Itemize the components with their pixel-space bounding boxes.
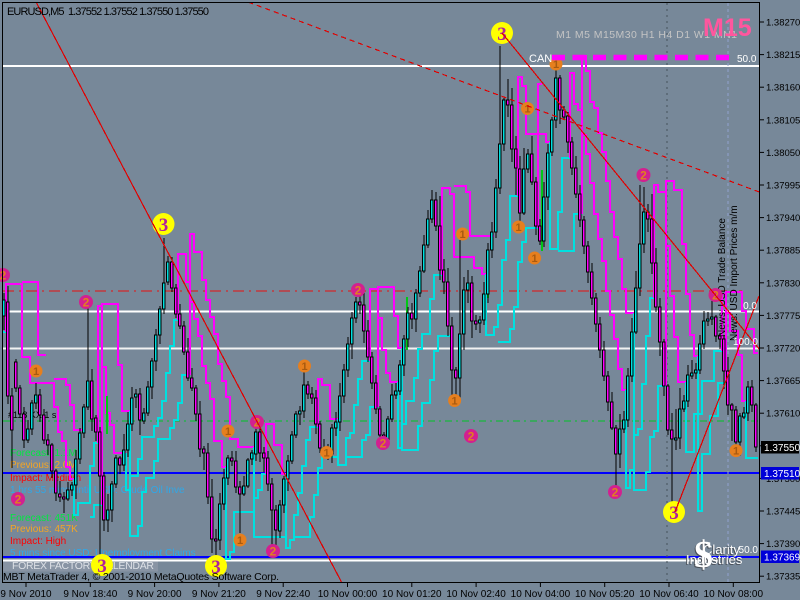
svg-text:10 Nov 06:40: 10 Nov 06:40: [639, 589, 699, 600]
svg-text:2: 2: [468, 429, 475, 443]
svg-text:10 Nov 08:00: 10 Nov 08:00: [704, 589, 764, 600]
svg-text:Forecast: 451K: Forecast: 451K: [10, 513, 78, 524]
svg-text:1.38215: 1.38215: [766, 50, 800, 61]
svg-text:1: 1: [532, 253, 538, 265]
svg-text:1.38160: 1.38160: [766, 83, 800, 94]
svg-text:2: 2: [380, 436, 387, 450]
svg-text:3: 3: [211, 557, 221, 578]
svg-text:1: 1: [553, 59, 559, 71]
svg-text:1.37510: 1.37510: [764, 469, 800, 480]
svg-text:Previous: 457K: Previous: 457K: [10, 524, 78, 535]
svg-text:1: 1: [301, 361, 307, 373]
svg-text:1: 1: [324, 447, 330, 459]
svg-text:1.37885: 1.37885: [766, 246, 800, 257]
svg-text:2: 2: [83, 295, 90, 309]
svg-text:1.37550: 1.37550: [764, 443, 800, 454]
svg-text:1.38105: 1.38105: [766, 115, 800, 126]
svg-text:9 Nov 2010: 9 Nov 2010: [0, 589, 52, 600]
svg-text:0.0: 0.0: [743, 301, 757, 312]
svg-text:100.0: 100.0: [733, 337, 758, 348]
svg-text:1.38270: 1.38270: [766, 18, 800, 29]
svg-text:2: 2: [355, 283, 362, 297]
svg-text:Previous: 2.0M: Previous: 2.0M: [10, 460, 77, 471]
svg-text:1.37445: 1.37445: [766, 507, 800, 518]
svg-text:Impact: High: Impact: High: [10, 536, 66, 547]
svg-text:Clarity: Clarity: [702, 543, 739, 558]
svg-text:1.37995: 1.37995: [766, 181, 800, 192]
svg-text:1: 1: [237, 535, 243, 547]
svg-text:2: 2: [270, 544, 277, 558]
svg-text:2: 2: [0, 268, 7, 282]
svg-text:1: 1: [524, 103, 530, 115]
svg-text:9 Nov 22:40: 9 Nov 22:40: [256, 589, 310, 600]
svg-text:1: 1: [733, 446, 739, 458]
svg-text:1.37940: 1.37940: [766, 213, 800, 224]
svg-text:1.37390: 1.37390: [766, 539, 800, 550]
svg-text:$: $: [694, 534, 713, 576]
svg-text:Industries: Industries: [685, 553, 742, 568]
svg-text:10 Nov 02:40: 10 Nov 02:40: [446, 589, 506, 600]
svg-text:1.37720: 1.37720: [766, 344, 800, 355]
svg-text:1.37775: 1.37775: [766, 311, 800, 322]
svg-text:1: 1: [516, 222, 522, 234]
svg-text:News: USD Trade Balance: News: USD Trade Balance: [717, 218, 728, 337]
svg-text:Impact: Medium: Impact: Medium: [10, 473, 81, 484]
svg-text:2: 2: [640, 168, 647, 182]
svg-text:10 Nov 04:00: 10 Nov 04:00: [511, 589, 571, 600]
svg-text:50.0: 50.0: [739, 545, 759, 556]
svg-text:9 Nov 20:00: 9 Nov 20:00: [128, 589, 182, 600]
svg-text:1: 1: [452, 395, 458, 407]
svg-text:1.37830: 1.37830: [766, 278, 800, 289]
svg-text:3: 3: [497, 24, 507, 45]
svg-text:5 mins since USD: Unemployment: 5 mins since USD: Unemployment Claims: [10, 548, 196, 559]
svg-text:1.38050: 1.38050: [766, 148, 800, 159]
svg-text:3: 3: [97, 556, 107, 577]
svg-text:Industries: Industries: [686, 552, 743, 567]
svg-text:1 hrs 55 mins until USD: Crude: 1 hrs 55 mins until USD: Crude Oil Inve: [10, 485, 185, 496]
svg-text:10 Nov 05:20: 10 Nov 05:20: [575, 589, 635, 600]
svg-text:1: 1: [460, 229, 466, 241]
svg-text:1: 1: [33, 366, 39, 378]
svg-text:1: 1: [225, 426, 231, 438]
svg-text:MBT MetaTrader 4, © 2001-2010: MBT MetaTrader 4, © 2001-2010 MetaQuotes…: [3, 571, 279, 583]
svg-text:1.37369: 1.37369: [764, 553, 800, 564]
svg-text:M15: M15: [703, 14, 752, 42]
svg-text:1.37665: 1.37665: [766, 376, 800, 387]
svg-text:$: $: [693, 535, 712, 577]
svg-text:50.0: 50.0: [737, 54, 757, 65]
svg-text:10 Nov 00:00: 10 Nov 00:00: [318, 589, 378, 600]
svg-text:Clarity: Clarity: [703, 542, 740, 557]
svg-text:9 Nov 21:20: 9 Nov 21:20: [192, 589, 246, 600]
svg-text:10 Nov 01:20: 10 Nov 01:20: [382, 589, 442, 600]
svg-text:3: 3: [159, 215, 169, 236]
svg-text:3: 3: [669, 503, 679, 524]
svg-text:FOREX FACTORY CALENDAR: FOREX FACTORY CALENDAR: [12, 560, 154, 572]
svg-text:Forecast: 1.1M: Forecast: 1.1M: [10, 448, 77, 459]
svg-text:2: 2: [15, 492, 22, 506]
svg-text:News: USD Import Prices m/m: News: USD Import Prices m/m: [729, 205, 740, 341]
svg-text:M1 M5 M15M30 H1 H4 D1 W1 MN1: M1 M5 M15M30 H1 H4 D1 W1 MN1: [556, 29, 737, 41]
svg-text:1.37610: 1.37610: [766, 409, 800, 420]
svg-text:EURUSD,M5 1.37552 1.37552 1.3: EURUSD,M5 1.37552 1.37552 1.37550 1.3755…: [7, 6, 209, 18]
svg-text:2: 2: [612, 485, 619, 499]
svg-text:9 Nov 18:40: 9 Nov 18:40: [63, 589, 117, 600]
svg-text:1.37335: 1.37335: [766, 572, 800, 583]
svg-text:CAN: CAN: [529, 53, 552, 65]
